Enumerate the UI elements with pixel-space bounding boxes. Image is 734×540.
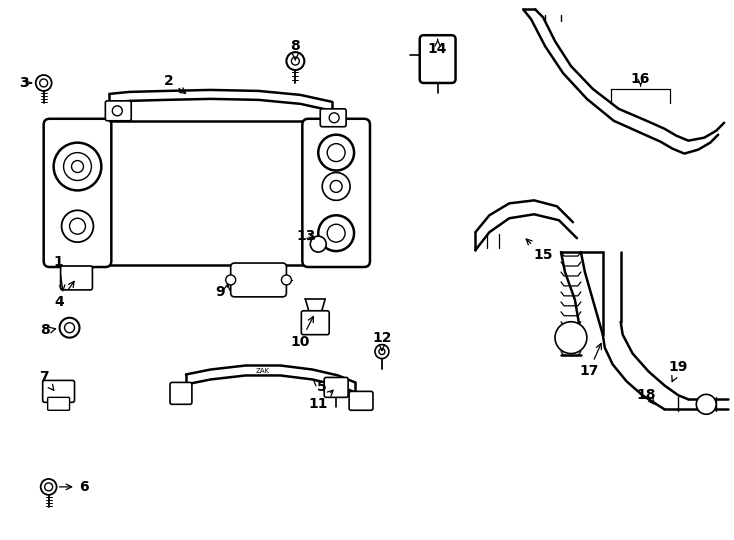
Text: 17: 17 <box>579 343 601 379</box>
Text: 3: 3 <box>19 76 29 90</box>
Text: 6: 6 <box>59 480 88 494</box>
Text: 9: 9 <box>215 285 225 299</box>
Circle shape <box>322 172 350 200</box>
Circle shape <box>70 218 85 234</box>
FancyBboxPatch shape <box>349 392 373 410</box>
Text: 12: 12 <box>372 330 392 350</box>
FancyBboxPatch shape <box>106 101 131 121</box>
FancyBboxPatch shape <box>302 311 329 335</box>
Circle shape <box>112 106 123 116</box>
Text: 14: 14 <box>428 39 448 56</box>
Text: 19: 19 <box>669 361 688 382</box>
Circle shape <box>64 153 92 180</box>
Text: 1: 1 <box>54 255 65 291</box>
Circle shape <box>36 75 51 91</box>
Circle shape <box>555 322 587 354</box>
Text: 11: 11 <box>308 390 333 411</box>
Bar <box>101 121 310 265</box>
Text: 18: 18 <box>637 388 656 402</box>
Circle shape <box>327 224 345 242</box>
FancyBboxPatch shape <box>302 119 370 267</box>
Circle shape <box>330 180 342 192</box>
Circle shape <box>59 318 79 338</box>
Circle shape <box>329 113 339 123</box>
Circle shape <box>310 236 326 252</box>
Circle shape <box>54 143 101 191</box>
FancyBboxPatch shape <box>420 35 456 83</box>
Text: 2: 2 <box>164 74 186 93</box>
Circle shape <box>62 210 93 242</box>
FancyBboxPatch shape <box>43 380 75 402</box>
Circle shape <box>375 345 389 359</box>
Circle shape <box>319 215 354 251</box>
Circle shape <box>291 57 299 65</box>
Circle shape <box>379 349 385 355</box>
Text: 15: 15 <box>526 239 553 262</box>
FancyBboxPatch shape <box>170 382 192 404</box>
Circle shape <box>286 52 305 70</box>
Circle shape <box>281 275 291 285</box>
FancyBboxPatch shape <box>324 377 348 397</box>
FancyBboxPatch shape <box>230 263 286 297</box>
Circle shape <box>45 483 53 491</box>
Text: ZAK: ZAK <box>255 368 269 374</box>
Text: 13: 13 <box>297 229 316 243</box>
FancyBboxPatch shape <box>320 109 346 127</box>
Text: 10: 10 <box>291 316 313 349</box>
Circle shape <box>71 160 84 172</box>
Circle shape <box>65 323 75 333</box>
Text: 5: 5 <box>313 379 327 394</box>
FancyBboxPatch shape <box>61 266 92 290</box>
FancyBboxPatch shape <box>43 119 112 267</box>
Text: 4: 4 <box>55 281 74 309</box>
Circle shape <box>40 479 57 495</box>
Circle shape <box>226 275 236 285</box>
Circle shape <box>40 79 48 87</box>
Circle shape <box>697 394 716 414</box>
Text: 16: 16 <box>631 72 650 86</box>
Circle shape <box>327 144 345 161</box>
Text: 8: 8 <box>40 323 50 337</box>
Text: 7: 7 <box>39 370 54 390</box>
Text: 8: 8 <box>291 39 300 60</box>
FancyBboxPatch shape <box>48 397 70 410</box>
Circle shape <box>319 134 354 171</box>
